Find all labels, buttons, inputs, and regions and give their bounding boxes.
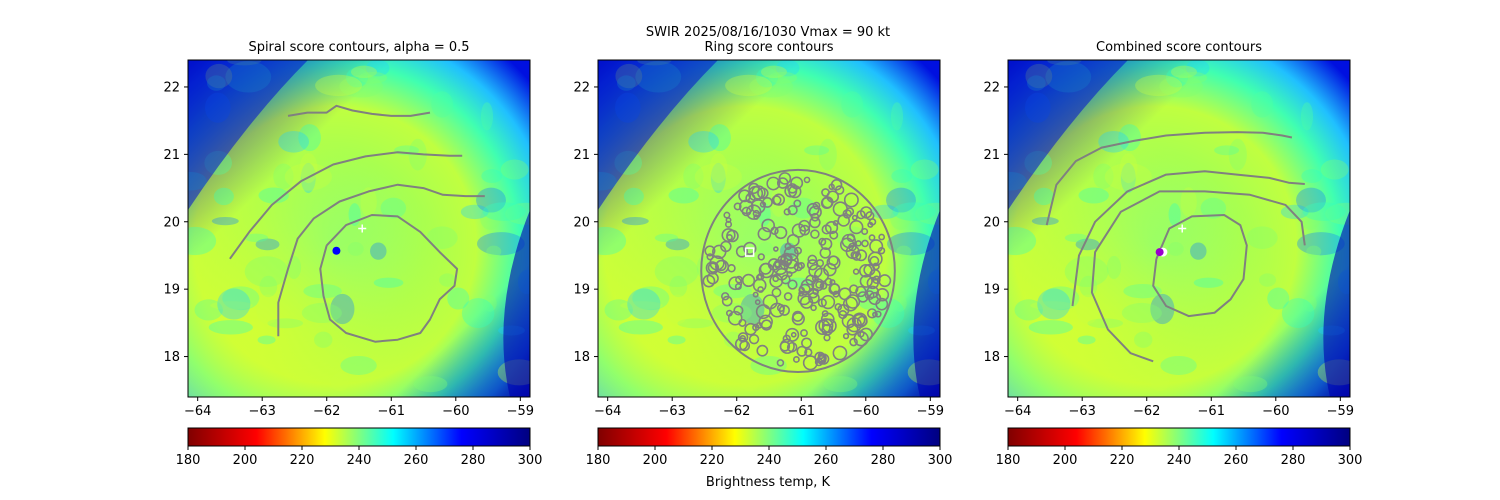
colorbar-tick-label: 180 <box>176 453 201 468</box>
x-tick-label: −59 <box>507 404 534 419</box>
colorbar-tick-label: 300 <box>518 453 543 468</box>
contour-line-2 <box>229 151 463 260</box>
x-tick-label: −59 <box>1327 404 1354 419</box>
x-tick-label: −60 <box>1262 404 1289 419</box>
plot-frame <box>187 59 531 398</box>
panel-title: Spiral score contours, alpha = 0.5 <box>248 40 469 55</box>
panels: Spiral score contours, alpha = 0.5 −64 −63… <box>163 40 1363 468</box>
panel-title: Ring score contours <box>704 40 833 55</box>
colorbar: 180 200 220 240 260 280 300 <box>176 427 543 468</box>
colorbar-tick-label: 280 <box>1281 453 1306 468</box>
x-tick-label: −64 <box>1004 404 1031 419</box>
y-tick-label: 19 <box>163 283 180 298</box>
x-tick-label: −60 <box>442 404 469 419</box>
score-contours <box>229 104 485 343</box>
colorbar-tick-label: 240 <box>757 453 782 468</box>
contour-line-3 <box>1090 190 1306 363</box>
x-tick-label: −60 <box>852 404 879 419</box>
contour-line-4 <box>319 214 459 343</box>
score-contours <box>1045 131 1306 363</box>
x-tick-label: −64 <box>184 404 211 419</box>
contour-line-4 <box>1152 214 1248 318</box>
colorbar-tick-label: 220 <box>290 453 315 468</box>
contour-line-1 <box>287 104 431 117</box>
colorbar-tick-label: 260 <box>814 453 839 468</box>
x-tick-label: −62 <box>313 404 340 419</box>
ir-image <box>598 60 940 397</box>
marker-plus <box>1178 224 1187 233</box>
ir-image <box>1008 60 1350 397</box>
colorbar-tick-label: 240 <box>1167 453 1192 468</box>
ring-score-region <box>700 168 896 374</box>
y-tick-label: 18 <box>573 350 590 365</box>
contour-line-1 <box>1045 131 1293 226</box>
panel-1: Spiral score contours, alpha = 0.5 −64 −63… <box>163 40 543 468</box>
suptitle: SWIR 2025/08/16/1030 Vmax = 90 kt <box>646 25 890 40</box>
colorbar: 180 200 220 240 260 280 300 <box>996 427 1363 468</box>
colorbar-label: Brightness temp, K <box>706 475 831 490</box>
contour-line-3 <box>277 183 485 337</box>
colorbar-bar <box>187 427 531 447</box>
x-tick-label: −59 <box>917 404 944 419</box>
x-tick-label: −63 <box>1068 404 1095 419</box>
panel-3: Combined score contours −64 −63 −62 −61 −60 −5… <box>983 40 1363 468</box>
x-tick-label: −62 <box>723 404 750 419</box>
marker-dot <box>332 246 341 255</box>
y-tick-label: 22 <box>163 80 180 95</box>
colorbar-bar <box>1007 427 1351 447</box>
panel-2: Ring score contours −64 −63 −62 −61 −60 −59 18 1… <box>573 40 953 468</box>
colorbar-tick-label: 240 <box>347 453 372 468</box>
colorbar-tick-label: 280 <box>871 453 896 468</box>
y-tick-label: 22 <box>573 80 590 95</box>
y-tick-label: 18 <box>163 350 180 365</box>
y-tick-label: 20 <box>983 215 1000 230</box>
y-tick-label: 19 <box>573 283 590 298</box>
contour-line-2 <box>1071 170 1305 307</box>
colorbar: 180 200 220 240 260 280 300 <box>586 427 953 468</box>
x-tick-label: −63 <box>248 404 275 419</box>
marker-dot <box>1155 248 1164 257</box>
panel-title: Combined score contours <box>1096 40 1262 55</box>
marker-square <box>744 247 755 257</box>
colorbar-tick-label: 300 <box>928 453 953 468</box>
x-tick-label: −64 <box>594 404 621 419</box>
colorbar-tick-label: 200 <box>233 453 258 468</box>
colorbar-tick-label: 220 <box>1110 453 1135 468</box>
colorbar-tick-label: 180 <box>996 453 1021 468</box>
y-tick-label: 21 <box>163 148 180 163</box>
colorbar-tick-label: 200 <box>643 453 668 468</box>
colorbar-bar <box>597 427 941 447</box>
x-tick-label: −61 <box>1198 404 1225 419</box>
y-tick-label: 21 <box>983 148 1000 163</box>
colorbar-tick-label: 260 <box>404 453 429 468</box>
x-tick-label: −63 <box>658 404 685 419</box>
colorbar-tick-label: 180 <box>586 453 611 468</box>
colorbar-tick-label: 200 <box>1053 453 1078 468</box>
y-tick-label: 20 <box>573 215 590 230</box>
y-tick-label: 19 <box>983 283 1000 298</box>
y-tick-label: 18 <box>983 350 1000 365</box>
colorbar-tick-label: 220 <box>700 453 725 468</box>
x-tick-label: −61 <box>378 404 405 419</box>
colorbar-tick-label: 260 <box>1224 453 1249 468</box>
y-tick-label: 22 <box>983 80 1000 95</box>
marker-plus <box>358 224 367 233</box>
ir-image <box>188 60 530 397</box>
plot-frame <box>597 59 941 398</box>
y-tick-label: 20 <box>163 215 180 230</box>
plot-frame <box>1007 59 1351 398</box>
y-tick-label: 21 <box>573 148 590 163</box>
colorbar-tick-label: 300 <box>1338 453 1363 468</box>
x-tick-label: −61 <box>788 404 815 419</box>
x-tick-label: −62 <box>1133 404 1160 419</box>
colorbar-tick-label: 280 <box>461 453 486 468</box>
